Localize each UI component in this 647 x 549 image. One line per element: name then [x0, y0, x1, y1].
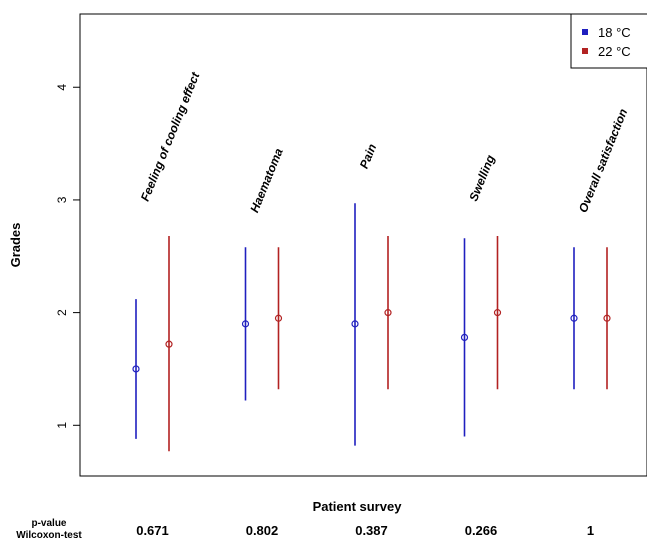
y-axis-label: Grades [8, 223, 23, 268]
mean-point-0-2 [351, 320, 359, 328]
legend-label-22c: 22 °C [598, 44, 631, 59]
y-tick-label-2: 2 [55, 309, 69, 316]
pvalue-label-line1: p-value [31, 518, 67, 529]
pvalue-label-line2: Wilcoxon-test [16, 530, 82, 541]
pvalue-3: 0.266 [464, 523, 498, 538]
category-label-0: Feeling of cooling effect [138, 69, 203, 203]
legend: 18 °C 22 °C [570, 13, 647, 69]
y-tick-label-1: 1 [55, 422, 69, 429]
mean-point-1-0 [165, 340, 173, 348]
y-axis: 1 2 3 4 [55, 84, 80, 429]
y-tick-label-3: 3 [55, 196, 69, 203]
legend-swatch-18c [582, 29, 588, 35]
mean-point-1-1 [274, 314, 283, 322]
mean-point-0-0 [132, 365, 140, 373]
mean-point-0-3 [460, 333, 469, 341]
pvalue-4: 1 [586, 523, 595, 538]
pvalue-label: p-value Wilcoxon-test [8, 518, 90, 542]
legend-box [570, 13, 647, 69]
category-label-3: Swelling [466, 152, 497, 203]
category-labels: Feeling of cooling effect Haematoma Pain Sw… [138, 69, 630, 214]
legend-label-18c: 18 °C [598, 25, 631, 40]
pvalue-2: 0.387 [355, 523, 388, 538]
mean-point-0-1 [241, 320, 250, 328]
mean-point-1-2 [384, 309, 392, 317]
y-tick-label-4: 4 [55, 84, 69, 91]
mean-point-1-3 [493, 309, 502, 317]
legend-swatch-22c [582, 48, 588, 54]
category-label-4: Overall satisfaction [576, 107, 630, 215]
category-label-1: Haematoma [247, 146, 286, 215]
chart-marks [132, 203, 611, 452]
pvalue-0: 0.671 [136, 523, 169, 538]
x-axis-label: Patient survey [313, 499, 403, 514]
category-label-2: Pain [357, 142, 379, 171]
mean-point-0-4 [570, 314, 578, 322]
mean-point-1-4 [603, 314, 611, 322]
plot-frame [79, 13, 647, 477]
pvalue-1: 0.802 [245, 523, 279, 538]
